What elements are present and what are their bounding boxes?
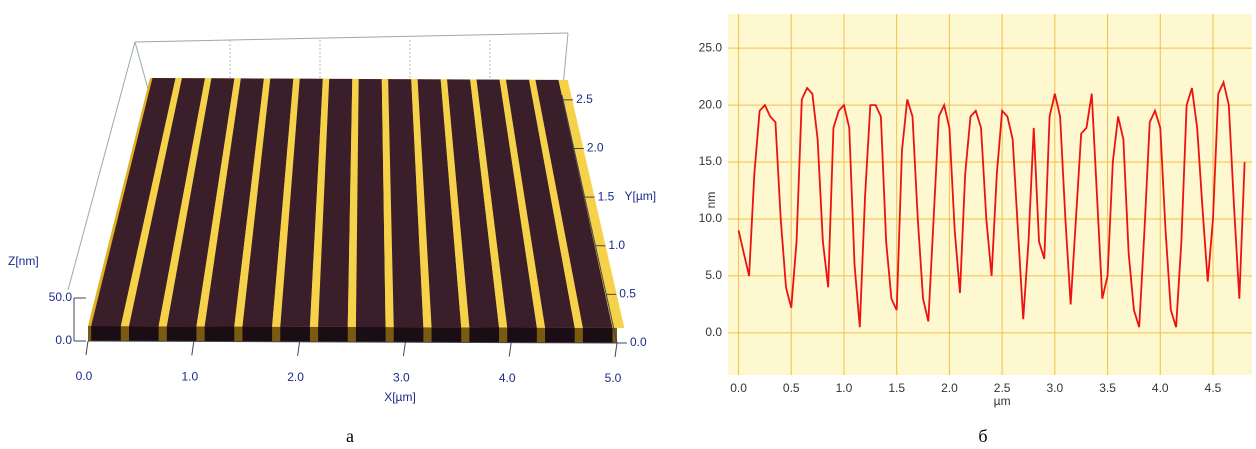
plot-background — [728, 14, 1252, 375]
x-axis — [87, 340, 618, 344]
y-tick-label: 20.0 — [699, 97, 723, 111]
y-tick-label: 0.0 — [630, 335, 647, 349]
groove-front — [469, 327, 500, 343]
groove — [204, 78, 264, 327]
y-tick-label: 5.0 — [705, 268, 722, 282]
groove — [388, 79, 424, 328]
x-tick — [85, 340, 89, 356]
groove — [447, 79, 500, 328]
y-tick-label: 15.0 — [699, 154, 723, 168]
y-tick-label: 2.5 — [576, 92, 593, 106]
groove-front — [204, 326, 235, 342]
groove — [318, 78, 353, 327]
groove — [355, 78, 386, 328]
x-tick-label: 0.0 — [730, 381, 747, 395]
highlight — [558, 79, 625, 328]
x-tick — [402, 342, 406, 357]
x-tick — [297, 341, 301, 356]
groove-front — [545, 327, 575, 343]
x-tick-label: 2.0 — [287, 370, 304, 384]
groove-front — [128, 326, 159, 342]
y-tick-label: 1.5 — [598, 189, 615, 203]
caption: а — [346, 426, 354, 446]
z-tick-label: 50.0 — [49, 290, 73, 304]
groove-front — [582, 327, 613, 343]
z-axis-label: Z[nm] — [8, 254, 39, 268]
groove — [166, 78, 235, 327]
y-axis — [561, 94, 618, 344]
surface-plot: 0.0 1.0 2.0 3.0 4.0 5.0 X[µm] 0.0 0.5 1.0 1.5 2.0 2.… — [8, 32, 657, 404]
x-tick-label: 3.0 — [1046, 381, 1063, 395]
x-tick-label: 4.5 — [1205, 381, 1222, 395]
y-tick-label: 0.0 — [705, 325, 722, 339]
line — [737, 79, 1246, 328]
y-tick-label: 0.5 — [619, 287, 636, 301]
x-tick-label: 1.0 — [181, 370, 198, 384]
groove-front — [355, 326, 386, 343]
groove-front — [393, 327, 424, 343]
groove-front — [318, 326, 348, 342]
z-tick-label: 0.0 — [55, 333, 72, 347]
x-tick-label: 3.5 — [1099, 381, 1116, 395]
groove — [476, 79, 537, 328]
groove-front — [431, 327, 462, 343]
x-tick — [508, 342, 512, 357]
x-tick-label: 0.5 — [783, 381, 800, 395]
x-tick-label: 3.0 — [393, 370, 410, 384]
groove — [280, 78, 323, 327]
x-tick-label: 2.0 — [941, 381, 958, 395]
groove-front — [507, 327, 537, 343]
groove — [91, 77, 176, 327]
x-tick-label: 1.0 — [836, 381, 853, 395]
caption: б — [978, 426, 987, 446]
y-tick-label: 2.0 — [587, 141, 604, 155]
groove-front — [242, 326, 273, 342]
x-tick — [191, 341, 195, 356]
x-tick-label: 4.0 — [499, 371, 516, 385]
groove — [128, 78, 206, 327]
y-tick-label: 25.0 — [699, 40, 723, 54]
y-tick-label: 1.0 — [608, 238, 625, 252]
groove — [417, 79, 462, 328]
y-axis-label: Y[µm] — [625, 189, 657, 203]
frame-line — [134, 41, 151, 97]
x-tick-label: 1.5 — [888, 381, 905, 395]
frame-line — [134, 32, 569, 43]
groove-front — [280, 326, 310, 342]
x-tick-label: 5.0 — [605, 371, 622, 385]
groove — [242, 78, 294, 327]
x-tick-label: 2.5 — [994, 381, 1011, 395]
x-tick-label: 0.0 — [76, 369, 93, 383]
x-axis-label: µm — [994, 394, 1011, 408]
x-tick-label: 4.0 — [1152, 381, 1169, 395]
x-axis-label: X[µm] — [384, 390, 416, 404]
groove-front — [91, 325, 121, 342]
y-tick-label: 10.0 — [699, 211, 723, 225]
groove-front — [166, 326, 197, 342]
groove — [535, 79, 613, 328]
y-axis-label: nm — [704, 192, 718, 209]
frame-line — [67, 41, 136, 291]
groove — [505, 79, 575, 328]
x-tick — [614, 342, 618, 358]
